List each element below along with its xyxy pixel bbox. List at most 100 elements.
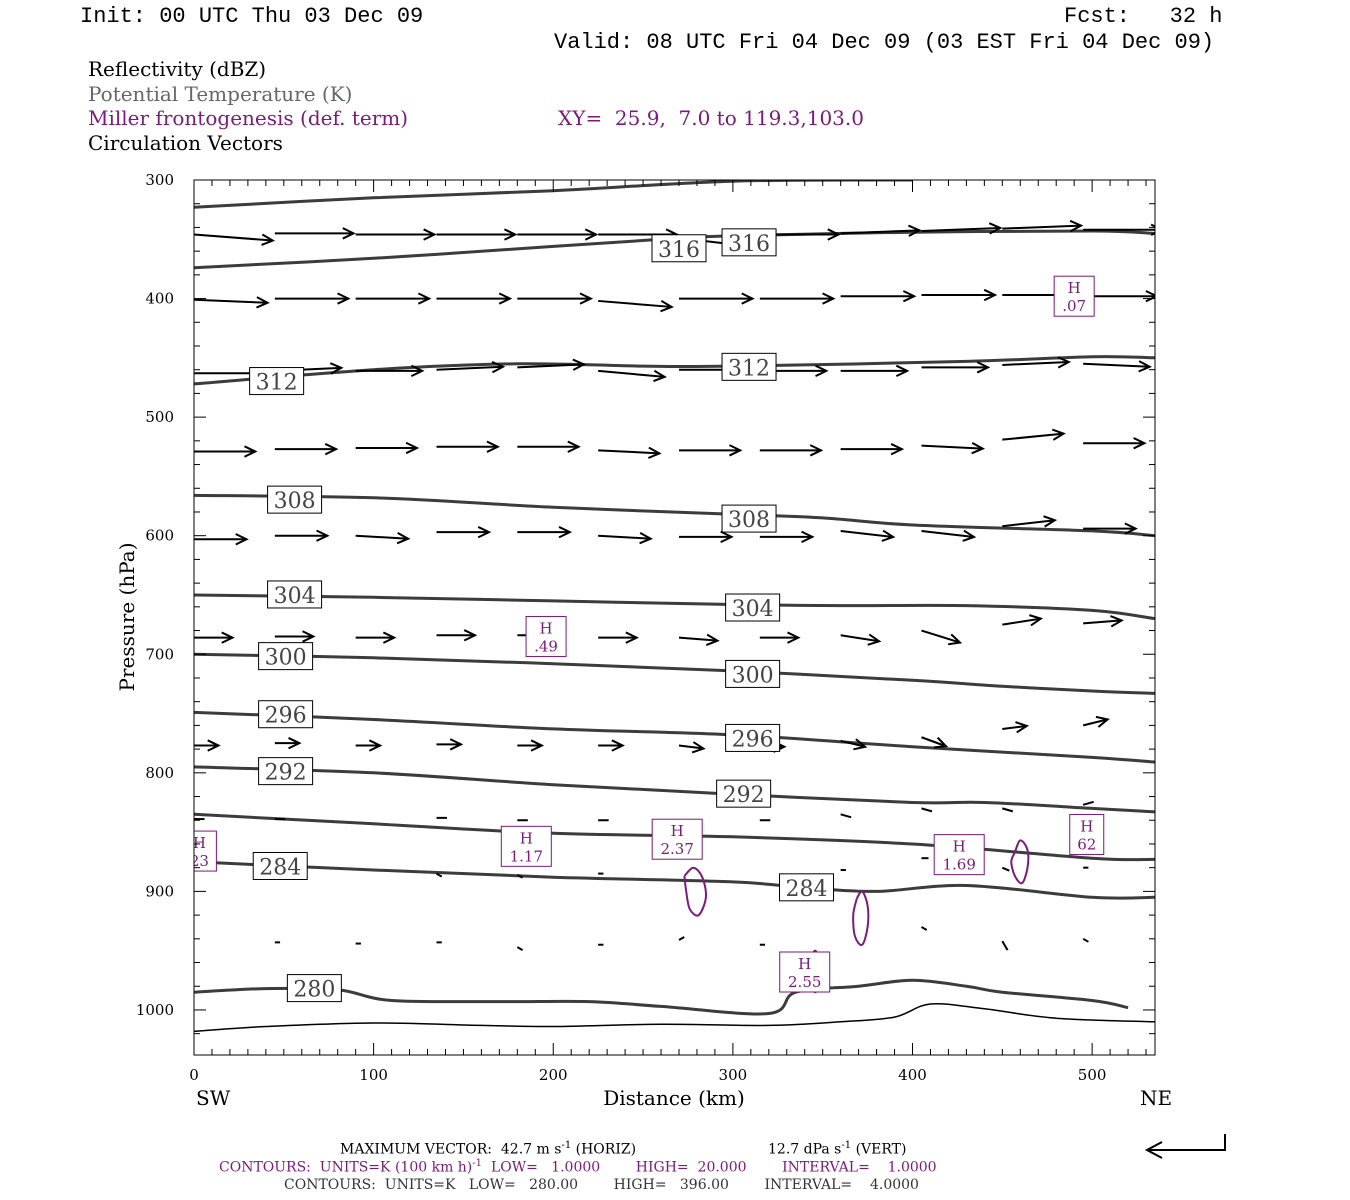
svg-text:H: H bbox=[953, 838, 966, 856]
y-tick-label: 1000 bbox=[136, 1001, 174, 1019]
circulation-vector bbox=[516, 946, 524, 951]
svg-text:284: 284 bbox=[786, 877, 828, 902]
max-vector-label: MAXIMUM VECTOR: bbox=[340, 1141, 492, 1158]
isentrope-label: 312 bbox=[249, 367, 305, 396]
circulation-vector bbox=[436, 228, 518, 241]
circulation-vector bbox=[274, 292, 351, 305]
svg-text:H: H bbox=[1068, 279, 1081, 297]
x-tick-label: 200 bbox=[539, 1066, 568, 1084]
circulation-vector bbox=[436, 361, 506, 374]
svg-text:300: 300 bbox=[732, 663, 774, 688]
circulation-vector bbox=[194, 631, 235, 644]
circulation-vector bbox=[840, 633, 882, 646]
circulation-vector bbox=[840, 290, 917, 303]
circulation-vector bbox=[598, 531, 653, 545]
circulation-vector bbox=[921, 361, 991, 374]
circulation-vector bbox=[517, 292, 594, 305]
y-tick-label: 600 bbox=[145, 527, 174, 545]
svg-text:304: 304 bbox=[732, 597, 774, 622]
y-tick-label: 500 bbox=[145, 408, 174, 426]
svg-text:1.69: 1.69 bbox=[943, 856, 976, 874]
circulation-vector bbox=[517, 440, 581, 453]
isentrope-labels: 316 316 312 312 308 308 304 304 300 300 296 296 292 2… bbox=[249, 228, 835, 1003]
isentrope-label: 280 bbox=[286, 974, 342, 1003]
circulation-vector bbox=[921, 629, 963, 646]
circulation-vector bbox=[678, 444, 743, 457]
circulation-vector bbox=[274, 227, 356, 240]
surface-layer bbox=[194, 1002, 1155, 1033]
isentrope-label: 308 bbox=[267, 485, 323, 514]
frontogenesis-max-marker: H2.37 bbox=[651, 818, 703, 860]
isentrope-label: 296 bbox=[258, 700, 314, 729]
frontogenesis-max-marker: H.49 bbox=[525, 615, 567, 657]
circulation-vector bbox=[436, 629, 478, 642]
horiz-unit-exponent: -1 bbox=[561, 1140, 572, 1151]
circulation-vector bbox=[194, 533, 249, 546]
circulation-vector bbox=[194, 233, 276, 246]
circulation-vector bbox=[921, 736, 949, 749]
svg-text:280: 280 bbox=[293, 978, 335, 1003]
circulation-vector bbox=[355, 228, 437, 241]
circulation-vector bbox=[921, 441, 986, 455]
circulation-vector bbox=[840, 529, 896, 542]
vert-unit-exponent: -1 bbox=[841, 1140, 852, 1151]
frnt-unit-exponent: -1 bbox=[472, 1158, 483, 1169]
circulation-vector bbox=[194, 739, 221, 752]
isentrope-label: 316 bbox=[721, 228, 777, 257]
legend-frontogenesis: Miller frontogenesis (def. term) bbox=[88, 106, 409, 130]
legend-reflectivity: Reflectivity (dBZ) bbox=[88, 57, 267, 81]
circulation-vector bbox=[840, 443, 905, 456]
circulation-vector bbox=[678, 530, 734, 543]
isentrope-280 bbox=[194, 978, 1129, 1016]
circulation-vector bbox=[678, 292, 755, 305]
reference-vector-icon bbox=[1144, 1134, 1226, 1159]
svg-text:312: 312 bbox=[256, 371, 298, 396]
max-vector-vert: 12.7 dPa s bbox=[768, 1141, 842, 1158]
svg-text:23: 23 bbox=[190, 852, 209, 870]
surface-pressure-line bbox=[194, 1002, 1155, 1033]
circulation-vector bbox=[678, 741, 706, 754]
circulation-vector bbox=[1002, 721, 1030, 734]
horiz-unit: (HORIZ) bbox=[575, 1141, 637, 1158]
circulation-vector bbox=[355, 531, 411, 545]
plot-frame bbox=[193, 179, 1156, 1056]
svg-text:.49: .49 bbox=[534, 637, 558, 655]
circulation-vector bbox=[355, 631, 397, 644]
isentrope-300 bbox=[194, 652, 1155, 695]
circulation-vector bbox=[1002, 515, 1058, 528]
circulation-vector bbox=[678, 633, 720, 646]
svg-text:312: 312 bbox=[728, 356, 770, 381]
circulation-vector bbox=[1082, 800, 1094, 806]
frontogenesis-max-marker: H1.17 bbox=[500, 825, 552, 867]
vert-unit: (VERT) bbox=[855, 1141, 907, 1158]
isentrope-label: 304 bbox=[725, 593, 781, 622]
y-axis-label: Pressure (hPa) bbox=[115, 543, 139, 692]
circulation-vector bbox=[1002, 614, 1044, 627]
x-axis-label: Distance (km) bbox=[603, 1086, 745, 1110]
sw-label: SW bbox=[196, 1086, 231, 1110]
svg-text:H: H bbox=[1080, 817, 1093, 835]
circulation-vector bbox=[921, 529, 977, 542]
circulation-vector bbox=[1083, 290, 1155, 303]
frnt-contours-units: CONTOURS: UNITS=K (100 km h) bbox=[219, 1159, 473, 1176]
svg-text:2.55: 2.55 bbox=[788, 973, 821, 991]
circulation-vector bbox=[274, 443, 339, 456]
isentrope-label: 292 bbox=[258, 757, 314, 786]
circulation-vector bbox=[1083, 522, 1138, 535]
frontogenesis-max-marker: H.07 bbox=[1053, 275, 1095, 317]
y-tick-label: 900 bbox=[145, 882, 174, 900]
svg-text:300: 300 bbox=[265, 646, 307, 671]
circulation-vector bbox=[517, 526, 573, 539]
circulation-vector bbox=[840, 813, 852, 819]
circulation-vector bbox=[1002, 428, 1066, 441]
circulation-vector bbox=[274, 529, 330, 542]
frontogenesis-contour bbox=[852, 890, 870, 946]
legend-potential-temperature: Potential Temperature (K) bbox=[88, 82, 353, 106]
axes: 300 400 500 600 700 800 900 1000 0 100 200 300 400 50… bbox=[136, 171, 1155, 1084]
ne-label: NE bbox=[1140, 1086, 1172, 1110]
svg-text:H: H bbox=[798, 955, 811, 973]
svg-text:H: H bbox=[193, 834, 206, 852]
theta-contour-info: CONTOURS: UNITS=K LOW= 280.00 HIGH= 396.… bbox=[284, 1177, 919, 1193]
isentrope-label: 304 bbox=[267, 580, 323, 609]
